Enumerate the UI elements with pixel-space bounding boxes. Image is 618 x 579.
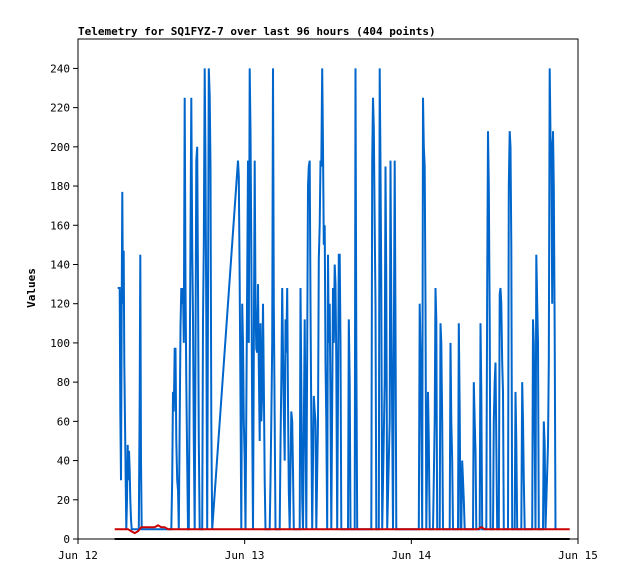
y-tick-label: 140 [50, 258, 70, 271]
y-tick-label: 240 [50, 62, 70, 75]
y-tick-label: 120 [50, 298, 70, 311]
x-tick-label: Jun 12 [58, 549, 98, 562]
x-tick-label: Jun 15 [558, 549, 598, 562]
x-tick-label: Jun 13 [225, 549, 265, 562]
y-tick-label: 0 [63, 533, 70, 546]
y-axis: 0 20 40 60 80 100 120 140 160 180 200 220 240 [50, 62, 78, 546]
y-tick-label: 40 [57, 455, 70, 468]
x-axis: Jun 12 Jun 13 Jun 14 Jun 15 [58, 539, 598, 562]
y-tick-label: 80 [57, 376, 70, 389]
y-tick-label: 60 [57, 415, 70, 428]
x-tick-label: Jun 14 [391, 549, 431, 562]
series-line-0 [117, 68, 557, 531]
y-axis-label: Values [25, 268, 38, 308]
series-line-1 [114, 524, 570, 535]
y-tick-label: 100 [50, 337, 70, 350]
y-tick-label: 220 [50, 102, 70, 115]
y-tick-label: 200 [50, 141, 70, 154]
series-group [114, 68, 570, 540]
y-tick-label: 180 [50, 180, 70, 193]
chart-title: Telemetry for SQ1FYZ-7 over last 96 hour… [78, 25, 436, 38]
y-tick-label: 160 [50, 219, 70, 232]
y-tick-label: 20 [57, 494, 70, 507]
